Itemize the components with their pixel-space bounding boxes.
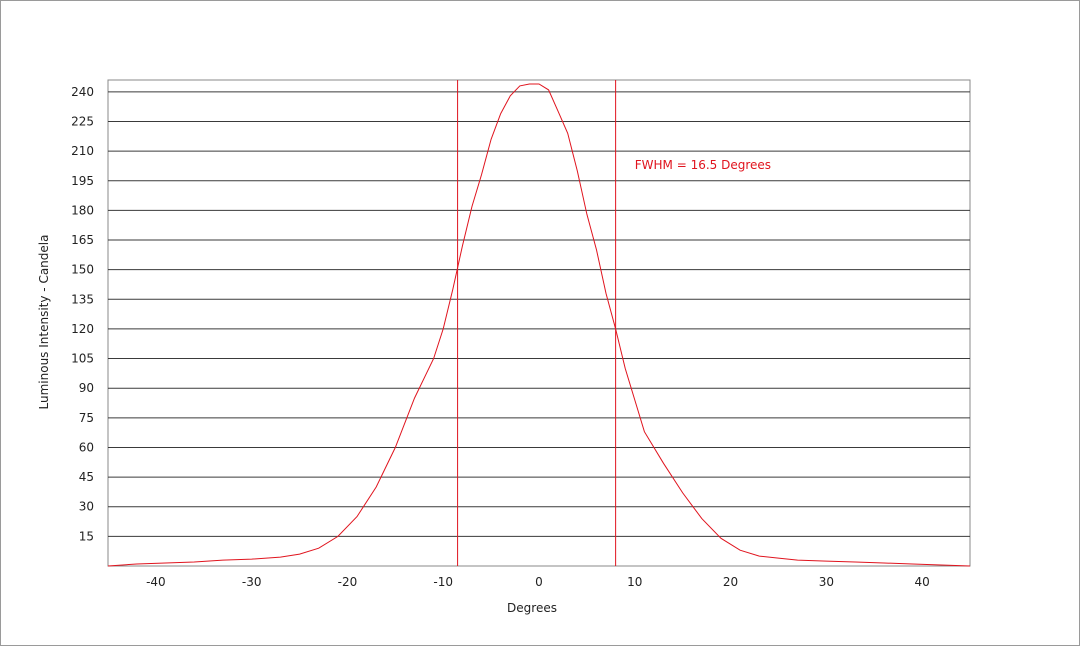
y-axis-title: Luminous Intensity - Candela xyxy=(37,235,51,410)
plot-area xyxy=(107,79,971,567)
y-tick-label: 135 xyxy=(71,292,94,306)
x-tick-labels: -40 -30 -20 -10 0 10 20 30 40 xyxy=(146,575,930,589)
x-tick-label: 30 xyxy=(819,575,834,589)
x-tick-label: -40 xyxy=(146,575,166,589)
y-tick-label: 105 xyxy=(71,352,94,366)
y-tick-label: 120 xyxy=(71,322,94,336)
fwhm-annotation: FWHM = 16.5 Degrees xyxy=(635,158,771,172)
y-tick-label: 150 xyxy=(71,263,94,277)
fwhm-markers xyxy=(457,80,617,566)
x-tick-label: 0 xyxy=(535,575,543,589)
y-tick-label: 210 xyxy=(71,144,94,158)
grid-lines xyxy=(108,91,970,537)
y-tick-label: 240 xyxy=(71,85,94,99)
y-tick-label: 180 xyxy=(71,203,94,217)
y-tick-label: 30 xyxy=(79,500,94,514)
intensity-curve xyxy=(107,83,971,567)
y-tick-label: 225 xyxy=(71,114,94,128)
y-tick-label: 45 xyxy=(79,470,94,484)
y-tick-label: 15 xyxy=(79,529,94,543)
x-tick-label: 40 xyxy=(914,575,929,589)
y-tick-label: 60 xyxy=(79,440,94,454)
y-tick-label: 75 xyxy=(79,411,94,425)
y-tick-label: 165 xyxy=(71,233,94,247)
x-tick-label: -20 xyxy=(338,575,358,589)
x-tick-label: -10 xyxy=(433,575,453,589)
y-tick-label: 195 xyxy=(71,174,94,188)
x-tick-label: 10 xyxy=(627,575,642,589)
x-tick-label: -30 xyxy=(242,575,262,589)
y-tick-label: 90 xyxy=(79,381,94,395)
y-tick-labels: 15 30 45 60 75 90 105 120 135 150 165 180 195 210 225 2… xyxy=(71,85,94,544)
x-axis-title: Degrees xyxy=(507,601,557,615)
x-tick-label: 20 xyxy=(723,575,738,589)
